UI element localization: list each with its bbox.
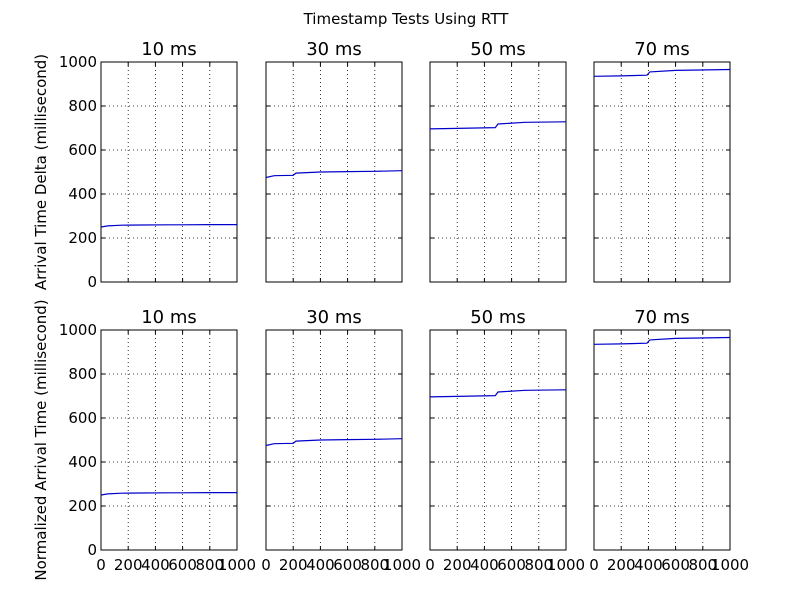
- x-tick-label: 400: [141, 556, 170, 574]
- series-line: [593, 68, 731, 77]
- plot-area: [593, 329, 731, 551]
- x-tick-label: 800: [688, 556, 717, 574]
- y-axis-label-bottom: Normalized Arrival Time (millisecond): [32, 299, 50, 580]
- x-tick-label: 600: [661, 556, 690, 574]
- x-tick-label: 600: [333, 556, 362, 574]
- x-tick-label: 0: [589, 556, 599, 574]
- y-tick-label: 200: [68, 229, 97, 247]
- y-tick-label: 800: [68, 97, 97, 115]
- panel-title: 70 ms: [634, 39, 690, 60]
- x-tick-label: 800: [524, 556, 553, 574]
- panel-title: 50 ms: [470, 39, 526, 60]
- panel-title: 30 ms: [306, 307, 362, 328]
- y-tick-label: 200: [68, 497, 97, 515]
- y-tick-label: 0: [87, 541, 97, 559]
- x-tick-label: 800: [195, 556, 224, 574]
- series-line: [429, 389, 567, 398]
- y-tick-label: 0: [87, 273, 97, 291]
- plot-area: [429, 61, 567, 283]
- x-tick-label: 400: [634, 556, 663, 574]
- series-line: [593, 336, 731, 345]
- plot-area: [100, 61, 238, 283]
- x-tick-label: 200: [443, 556, 472, 574]
- x-tick-label: 1000: [547, 556, 585, 574]
- panel-title: 10 ms: [141, 307, 197, 328]
- y-tick-label: 600: [68, 409, 97, 427]
- plot-area: [429, 329, 567, 551]
- y-tick-label: 600: [68, 141, 97, 159]
- plot-area: [593, 61, 731, 283]
- x-tick-label: 400: [306, 556, 335, 574]
- panel-title: 50 ms: [470, 307, 526, 328]
- x-tick-label: 200: [114, 556, 143, 574]
- y-tick-label: 400: [68, 185, 97, 203]
- panel-4: 70 ms: [593, 39, 731, 283]
- y-tick-label: 1000: [59, 53, 97, 71]
- x-tick-label: 0: [425, 556, 435, 574]
- x-tick-label: 200: [279, 556, 308, 574]
- plot-area: [100, 329, 238, 551]
- series-line: [265, 170, 403, 179]
- x-tick-label: 0: [96, 556, 106, 574]
- panel-title: 10 ms: [141, 39, 197, 60]
- panel-2: 30 ms: [265, 39, 403, 283]
- series-line: [100, 492, 237, 496]
- series-line: [429, 121, 567, 130]
- y-tick-label: 1000: [59, 321, 97, 339]
- x-tick-label: 400: [470, 556, 499, 574]
- panel-3: 50 ms: [429, 39, 567, 283]
- panel-1: 10 ms 0 200 400 600 800 1000: [59, 39, 238, 291]
- x-tick-label: 600: [497, 556, 526, 574]
- panel-title: 30 ms: [306, 39, 362, 60]
- y-tick-label: 800: [68, 365, 97, 383]
- x-tick-label: 200: [607, 556, 636, 574]
- x-tick-label: 600: [168, 556, 197, 574]
- x-tick-label: 1000: [711, 556, 749, 574]
- x-tick-label: 1000: [383, 556, 421, 574]
- y-tick-label: 400: [68, 453, 97, 471]
- panel-title: 70 ms: [634, 307, 690, 328]
- series-line: [265, 438, 403, 447]
- x-tick-label: 1000: [218, 556, 256, 574]
- series-line: [100, 224, 237, 228]
- x-tick-label: 0: [261, 556, 271, 574]
- figure-title: Timestamp Tests Using RTT: [303, 10, 510, 28]
- y-axis-label-top: Arrival Time Delta (millisecond): [32, 54, 50, 290]
- x-tick-label: 800: [360, 556, 389, 574]
